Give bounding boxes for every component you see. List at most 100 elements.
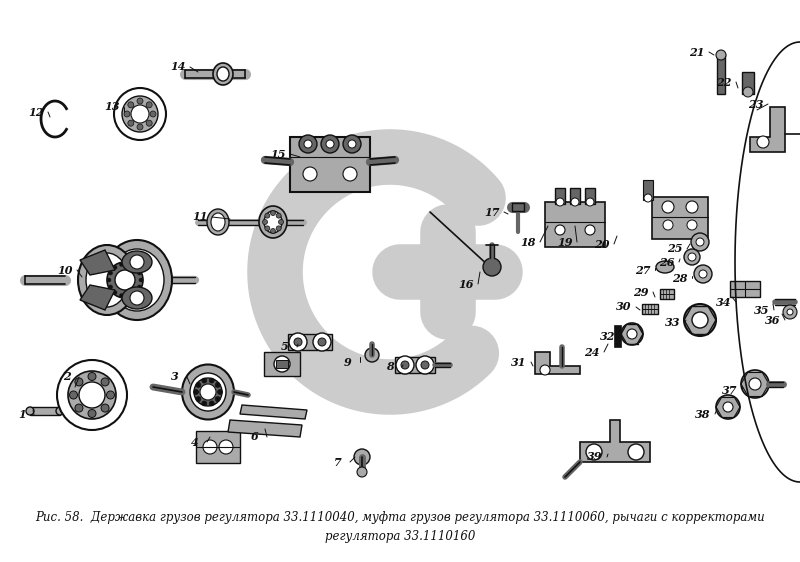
Circle shape <box>194 389 198 395</box>
Circle shape <box>289 333 307 351</box>
Circle shape <box>109 285 113 289</box>
Circle shape <box>354 449 370 465</box>
Text: 19: 19 <box>558 237 573 247</box>
Circle shape <box>691 233 709 251</box>
Text: 3: 3 <box>171 371 179 383</box>
Text: 21: 21 <box>690 47 705 57</box>
Circle shape <box>421 361 429 369</box>
Circle shape <box>723 402 733 412</box>
Circle shape <box>571 198 579 206</box>
Ellipse shape <box>86 253 128 307</box>
Circle shape <box>644 194 652 202</box>
Circle shape <box>262 220 267 224</box>
Circle shape <box>686 201 698 213</box>
Circle shape <box>684 304 716 336</box>
Circle shape <box>107 262 143 298</box>
Circle shape <box>119 262 123 266</box>
Circle shape <box>294 338 302 346</box>
Circle shape <box>88 373 96 380</box>
Polygon shape <box>535 352 580 374</box>
Circle shape <box>56 407 64 415</box>
Circle shape <box>150 111 156 117</box>
Circle shape <box>716 50 726 60</box>
Polygon shape <box>750 107 785 152</box>
Ellipse shape <box>182 365 234 419</box>
Bar <box>555 188 565 204</box>
Text: 28: 28 <box>672 273 688 283</box>
Bar <box>196 431 240 463</box>
Circle shape <box>215 383 220 387</box>
Text: 36: 36 <box>766 315 781 325</box>
Bar <box>276 360 288 368</box>
Circle shape <box>133 265 137 270</box>
Text: 22: 22 <box>716 76 732 88</box>
Polygon shape <box>580 420 650 462</box>
Circle shape <box>119 293 123 298</box>
Bar <box>570 188 580 204</box>
Circle shape <box>586 444 602 460</box>
Ellipse shape <box>211 213 225 231</box>
Polygon shape <box>240 405 307 419</box>
Text: 33: 33 <box>666 316 681 328</box>
Circle shape <box>278 220 283 224</box>
Circle shape <box>274 356 290 372</box>
Ellipse shape <box>656 261 674 273</box>
Bar <box>652 197 708 239</box>
Circle shape <box>146 120 152 126</box>
Ellipse shape <box>259 206 287 238</box>
Circle shape <box>70 391 78 399</box>
Circle shape <box>107 278 111 282</box>
Text: 16: 16 <box>458 279 474 289</box>
Circle shape <box>133 291 137 294</box>
Circle shape <box>299 135 317 153</box>
Circle shape <box>128 102 134 108</box>
Circle shape <box>688 253 696 261</box>
Circle shape <box>68 371 116 419</box>
Bar <box>642 304 658 314</box>
Circle shape <box>203 440 217 454</box>
Circle shape <box>716 395 740 419</box>
Circle shape <box>304 140 312 148</box>
Text: 14: 14 <box>170 61 186 72</box>
Circle shape <box>276 226 281 231</box>
Circle shape <box>270 229 275 233</box>
Polygon shape <box>80 250 115 275</box>
Circle shape <box>138 285 142 289</box>
Circle shape <box>270 211 275 215</box>
Circle shape <box>684 249 700 265</box>
Text: 7: 7 <box>334 456 342 468</box>
Polygon shape <box>395 357 435 373</box>
Circle shape <box>128 120 134 126</box>
Text: Рис. 58.  Державка грузов регулятора 33.1110040, муфта грузов регулятора 33.1110: Рис. 58. Державка грузов регулятора 33.1… <box>35 511 765 543</box>
Ellipse shape <box>190 373 226 411</box>
Circle shape <box>276 213 281 218</box>
Circle shape <box>146 102 152 108</box>
Circle shape <box>696 238 704 246</box>
Bar <box>643 180 653 200</box>
Circle shape <box>483 258 501 276</box>
Circle shape <box>663 220 673 230</box>
Circle shape <box>210 401 214 406</box>
Text: 9: 9 <box>344 356 352 368</box>
Text: 24: 24 <box>584 347 600 357</box>
Circle shape <box>215 397 220 402</box>
Circle shape <box>202 378 206 383</box>
Circle shape <box>202 401 206 406</box>
Circle shape <box>138 271 142 275</box>
Circle shape <box>757 136 769 148</box>
Circle shape <box>196 397 201 402</box>
Circle shape <box>326 140 334 148</box>
Text: 6: 6 <box>251 432 259 442</box>
Circle shape <box>196 383 201 387</box>
Ellipse shape <box>264 211 282 233</box>
Circle shape <box>749 378 761 390</box>
Text: 8: 8 <box>386 361 394 373</box>
Text: 12: 12 <box>28 107 44 117</box>
Circle shape <box>621 323 643 345</box>
Text: 27: 27 <box>635 265 650 275</box>
Text: 17: 17 <box>484 206 500 217</box>
Bar <box>264 352 300 376</box>
Text: 34: 34 <box>716 297 732 307</box>
Circle shape <box>126 262 130 266</box>
Text: 25: 25 <box>667 243 682 255</box>
